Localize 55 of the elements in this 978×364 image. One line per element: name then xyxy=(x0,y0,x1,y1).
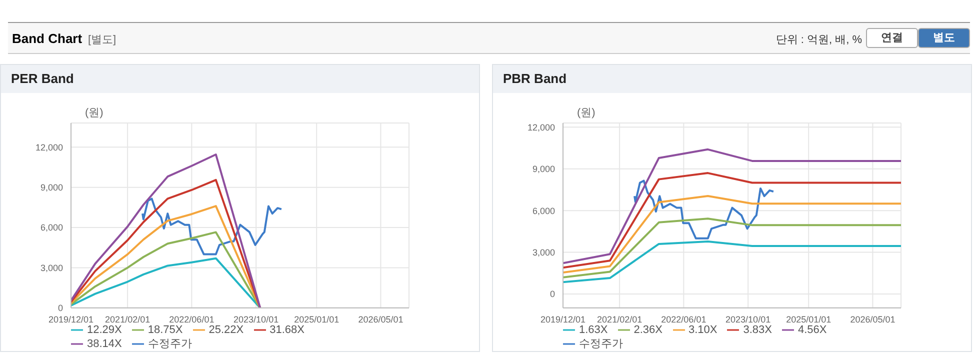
text: 연결 xyxy=(866,28,918,48)
y-tick-label: 3,000 xyxy=(532,247,555,258)
chart-title: PBR Band xyxy=(493,65,971,93)
legend-label: 31.68X xyxy=(270,324,304,336)
y-tick-label: 0 xyxy=(58,303,63,314)
y-tick-label: 6,000 xyxy=(532,206,555,216)
line-series xyxy=(563,240,901,284)
line-series xyxy=(634,180,774,240)
y-axis-title: (원) xyxy=(577,106,596,120)
line-series xyxy=(142,198,282,256)
y-tick-label: 12,000 xyxy=(527,122,555,132)
text: Band Chart xyxy=(12,31,82,46)
legend-label: 12.29X xyxy=(87,324,122,336)
x-tick-label: 2019/12/01 xyxy=(540,314,586,324)
legend-label: 25.22X xyxy=(208,324,244,336)
line-series xyxy=(71,205,262,308)
legend-label: 수정주가 xyxy=(148,338,192,350)
legend-label: 38.14X xyxy=(87,338,122,350)
x-tick-label: 2022/06/01 xyxy=(661,314,706,324)
chart-title: PER Band xyxy=(1,65,479,93)
y-tick-label: 6,000 xyxy=(40,222,63,233)
x-tick-label: 2026/05/01 xyxy=(358,314,404,324)
x-tick-label: 2021/02/01 xyxy=(597,314,642,324)
x-tick-label: 2023/10/01 xyxy=(234,314,279,324)
legend-label: 수정주가 xyxy=(579,338,623,350)
line-series xyxy=(71,257,262,308)
legend-label: 3.83X xyxy=(743,324,772,336)
legend-label: 18.75X xyxy=(148,324,183,336)
line-series xyxy=(563,148,901,264)
text: 별도 xyxy=(918,28,970,48)
legend-label: 3.10X xyxy=(688,324,718,336)
x-tick-label: 2025/01/01 xyxy=(294,314,340,324)
x-tick-label: 2019/12/01 xyxy=(48,314,94,324)
legend-label: 2.36X xyxy=(634,324,662,336)
x-tick-label: 2023/10/01 xyxy=(726,314,771,324)
y-axis-title: (원) xyxy=(85,106,104,120)
line-series xyxy=(71,178,262,308)
legend-label: 1.63X xyxy=(579,324,608,336)
x-tick-label: 2025/01/01 xyxy=(786,314,832,324)
y-tick-label: 0 xyxy=(550,289,555,300)
x-tick-label: 2022/06/01 xyxy=(169,314,214,324)
line-series xyxy=(563,194,901,274)
x-tick-label: 2021/02/01 xyxy=(105,314,150,324)
line-series xyxy=(563,218,901,278)
y-tick-label: 9,000 xyxy=(532,164,555,174)
line-series xyxy=(563,172,901,269)
text: [별도] xyxy=(88,33,116,47)
x-tick-label: 2026/05/01 xyxy=(850,314,896,324)
line-series xyxy=(71,153,262,308)
y-tick-label: 9,000 xyxy=(40,182,63,193)
y-tick-label: 12,000 xyxy=(35,142,63,152)
line-series xyxy=(71,231,262,308)
y-tick-label: 3,000 xyxy=(40,262,63,273)
text: 단위 : 억원, 배, % xyxy=(776,33,862,47)
legend-label: 4.56X xyxy=(798,324,827,336)
